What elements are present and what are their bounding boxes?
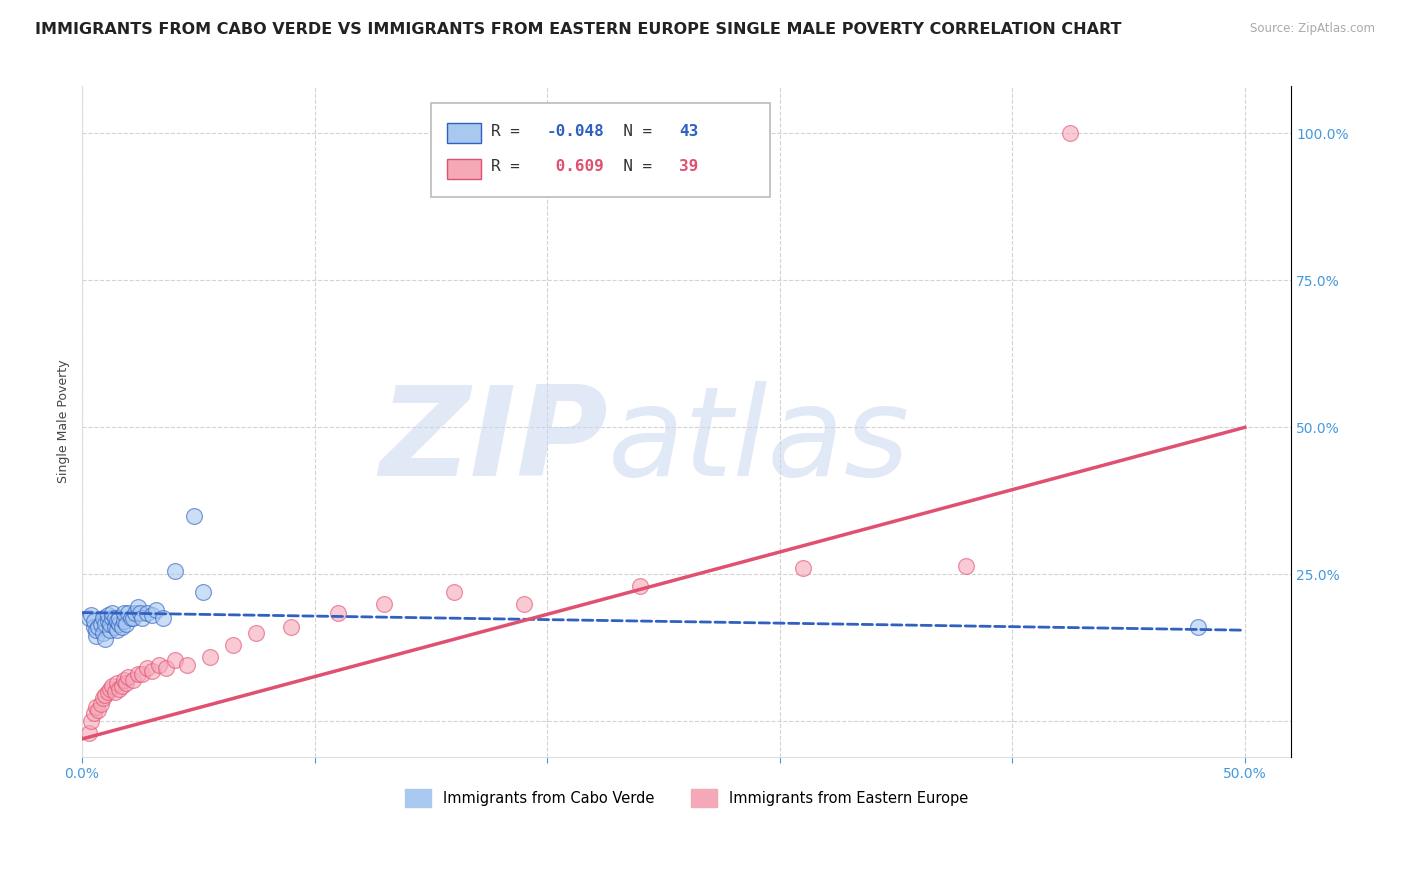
Point: [108, 617, 131, 632]
FancyBboxPatch shape: [432, 103, 770, 197]
Point: [108, 611, 131, 625]
Point: [955, 558, 977, 573]
Point: [77, 611, 100, 625]
Point: [98, 617, 121, 632]
Legend: Immigrants from Cabo Verde, Immigrants from Eastern Europe: Immigrants from Cabo Verde, Immigrants f…: [399, 783, 974, 813]
Point: [198, 649, 221, 664]
Point: [136, 606, 159, 620]
Point: [124, 606, 146, 620]
Point: [91, 611, 114, 625]
Point: [122, 673, 145, 688]
Text: R =: R =: [491, 124, 529, 139]
Point: [183, 508, 205, 523]
Point: [94, 632, 117, 646]
Point: [91, 626, 114, 640]
Text: IMMIGRANTS FROM CABO VERDE VS IMMIGRANTS FROM EASTERN EUROPE SINGLE MALE POVERTY: IMMIGRANTS FROM CABO VERDE VS IMMIGRANTS…: [35, 22, 1122, 37]
Point: [127, 667, 149, 681]
Point: [148, 658, 170, 673]
Point: [87, 702, 110, 716]
Point: [87, 620, 110, 634]
Point: [152, 611, 174, 625]
Text: R =: R =: [491, 160, 529, 174]
Point: [141, 665, 163, 679]
Point: [136, 661, 159, 675]
Text: ZIP: ZIP: [380, 381, 607, 502]
Point: [84, 699, 107, 714]
Point: [110, 620, 132, 634]
Text: Source: ZipAtlas.com: Source: ZipAtlas.com: [1250, 22, 1375, 36]
Point: [792, 561, 814, 575]
Point: [83, 615, 105, 629]
Point: [120, 611, 142, 625]
Point: [117, 670, 139, 684]
Point: [84, 623, 107, 637]
Point: [94, 617, 117, 632]
Point: [101, 611, 124, 625]
Point: [98, 623, 121, 637]
Point: [222, 638, 245, 652]
Point: [97, 685, 120, 699]
Point: [108, 681, 131, 696]
Point: [101, 606, 124, 620]
Point: [90, 697, 112, 711]
Text: 0.609: 0.609: [547, 160, 605, 174]
Text: 39: 39: [679, 160, 699, 174]
Point: [1059, 127, 1081, 141]
Point: [513, 597, 536, 611]
Point: [1187, 620, 1209, 634]
Point: [77, 726, 100, 740]
Point: [105, 615, 128, 629]
Text: -0.048: -0.048: [547, 124, 605, 139]
Point: [326, 606, 349, 620]
Point: [97, 615, 120, 629]
Point: [129, 606, 152, 620]
Point: [280, 620, 302, 634]
Point: [155, 661, 177, 675]
Point: [145, 602, 167, 616]
Point: [131, 611, 153, 625]
Point: [90, 617, 112, 632]
Point: [191, 585, 214, 599]
Point: [163, 652, 186, 666]
Point: [103, 611, 125, 625]
Point: [115, 617, 138, 632]
Text: 43: 43: [679, 124, 699, 139]
Point: [245, 626, 267, 640]
Point: [373, 597, 395, 611]
Text: N =: N =: [605, 124, 662, 139]
Point: [112, 673, 135, 688]
Point: [91, 690, 114, 705]
Point: [101, 679, 124, 693]
Y-axis label: Single Male Poverty: Single Male Poverty: [58, 359, 70, 483]
Point: [80, 608, 103, 623]
Point: [131, 667, 153, 681]
Point: [105, 623, 128, 637]
Point: [127, 599, 149, 614]
Point: [103, 620, 125, 634]
Point: [103, 685, 125, 699]
Point: [443, 585, 465, 599]
Point: [115, 676, 138, 690]
Point: [141, 608, 163, 623]
Point: [83, 620, 105, 634]
Text: N =: N =: [605, 160, 662, 174]
FancyBboxPatch shape: [447, 123, 481, 144]
Point: [117, 606, 139, 620]
Point: [110, 679, 132, 693]
Point: [105, 676, 128, 690]
Point: [83, 706, 105, 720]
Point: [84, 629, 107, 643]
Text: atlas: atlas: [607, 381, 910, 502]
Point: [80, 714, 103, 729]
Point: [628, 579, 651, 593]
Point: [112, 615, 135, 629]
Point: [94, 688, 117, 702]
Point: [97, 608, 120, 623]
Point: [176, 658, 198, 673]
FancyBboxPatch shape: [447, 159, 481, 179]
Point: [112, 606, 135, 620]
Point: [122, 611, 145, 625]
Point: [98, 681, 121, 696]
Point: [163, 565, 186, 579]
